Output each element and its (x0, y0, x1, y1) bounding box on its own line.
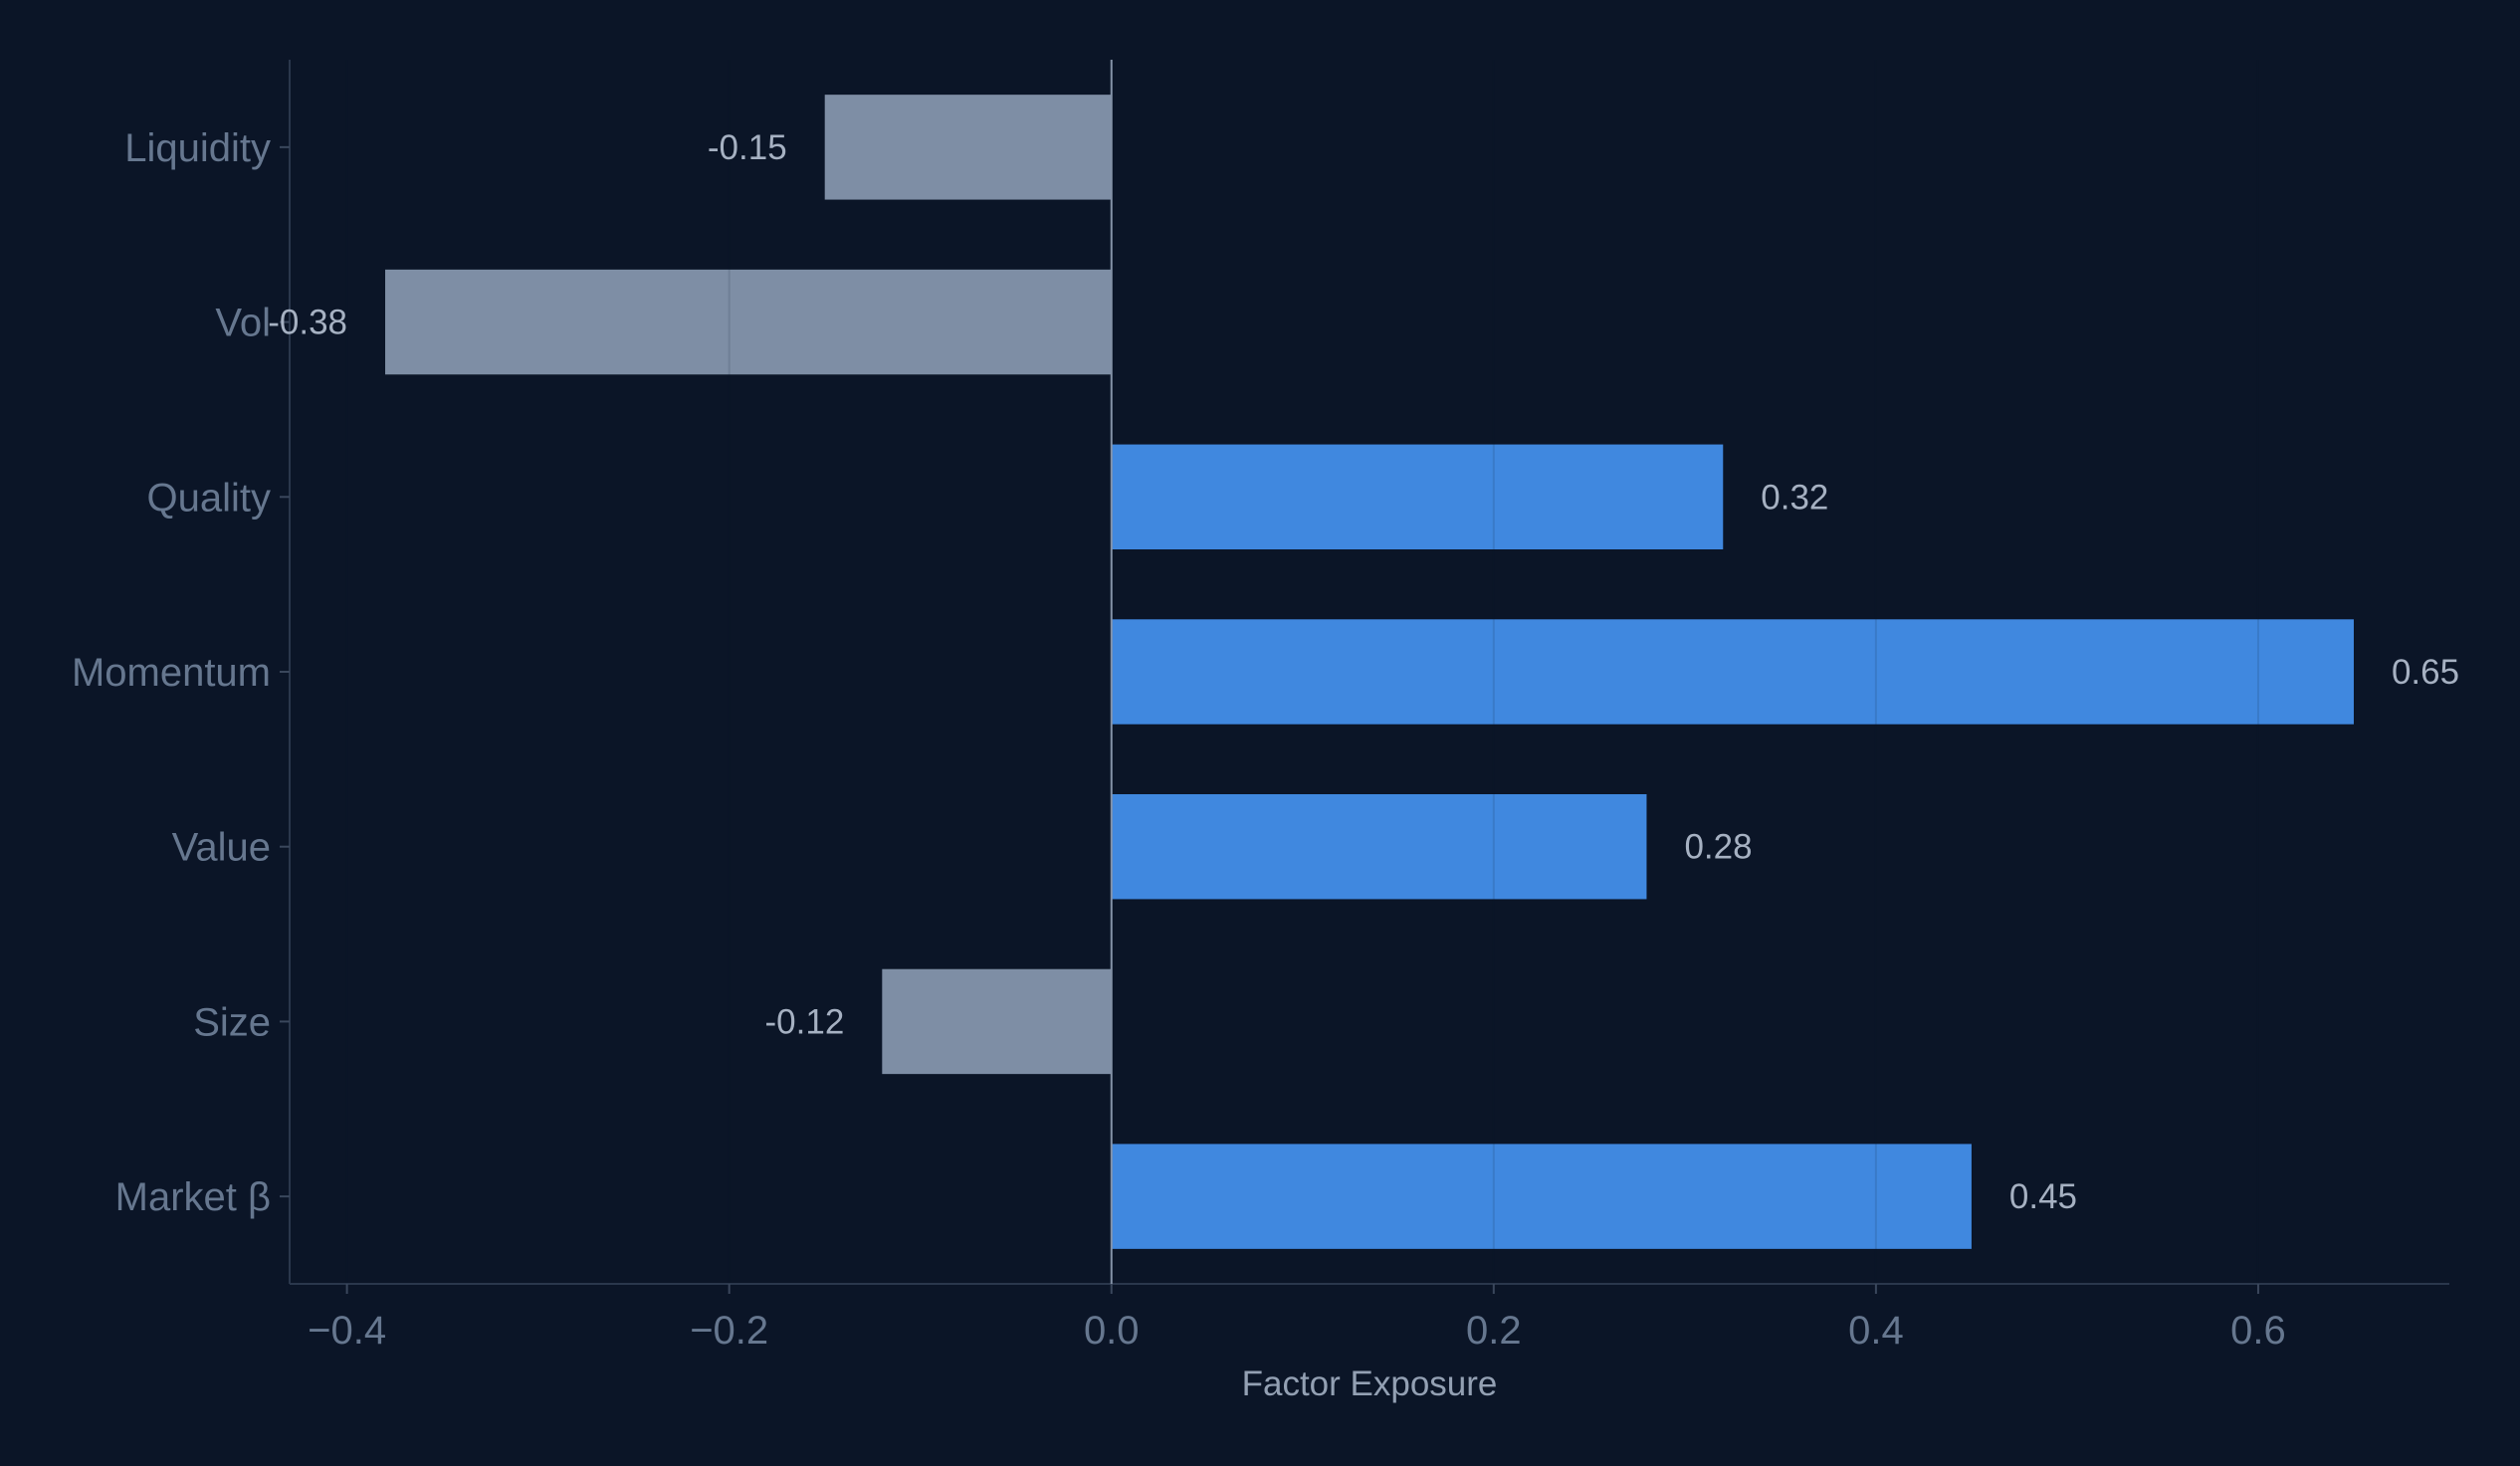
bar-4 (1111, 444, 1724, 549)
bar-5 (385, 269, 1112, 375)
category-label-2: Value (172, 826, 271, 870)
bar-1 (882, 968, 1112, 1075)
category-label-3: Momentum (72, 651, 271, 695)
bar-2 (1111, 794, 1647, 900)
category-label-0: Market β (115, 1175, 271, 1219)
x-tick-label-0: −0.4 (308, 1309, 386, 1353)
bar-0 (1111, 1144, 1972, 1249)
x-axis-title: Factor Exposure (1242, 1364, 1498, 1403)
bar-3 (1111, 619, 2354, 725)
category-label-6: Liquidity (124, 126, 271, 170)
x-tick-label-2: 0.0 (1084, 1309, 1140, 1353)
x-tick-label-5: 0.6 (2230, 1309, 2286, 1353)
value-label-0: 0.45 (2009, 1177, 2077, 1216)
labels-group: −0.4 −0.2 0.0 0.2 0.4 0.6 Market β Size Value Mom… (72, 126, 2459, 1353)
axes-group (280, 60, 2449, 1294)
x-tick-label-3: 0.2 (1466, 1309, 1522, 1353)
x-tick-label-4: 0.4 (1848, 1309, 1904, 1353)
value-label-3: 0.65 (2392, 653, 2459, 692)
value-label-6: -0.15 (708, 128, 787, 167)
value-label-1: -0.12 (765, 1002, 845, 1041)
value-label-4: 0.32 (1761, 478, 1828, 517)
bar-6 (824, 95, 1112, 200)
category-label-4: Quality (147, 476, 272, 520)
bars-group (385, 95, 2354, 1249)
category-label-1: Size (193, 1000, 271, 1044)
category-label-5: Vol (215, 302, 271, 345)
x-tick-label-1: −0.2 (690, 1309, 768, 1353)
grid-group (345, 60, 2259, 1284)
value-label-5: -0.38 (268, 304, 347, 342)
value-label-2: 0.28 (1684, 828, 1752, 867)
